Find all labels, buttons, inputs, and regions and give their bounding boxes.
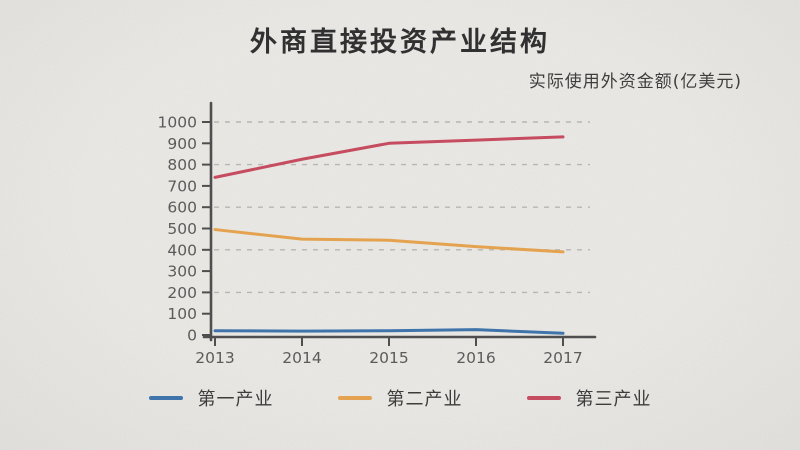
legend-item: 第一产业 — [148, 385, 274, 411]
y-tick-label: 600 — [167, 199, 197, 217]
x-tick-label: 2015 — [369, 349, 408, 367]
y-tick-label: 700 — [167, 177, 197, 195]
legend-label: 第三产业 — [575, 389, 652, 410]
legend-swatch — [148, 396, 183, 400]
x-tick-label: 2014 — [282, 349, 321, 367]
legend-item: 第二产业 — [337, 385, 463, 411]
x-tick-label: 2016 — [456, 349, 495, 367]
series-line-2 — [213, 228, 565, 254]
y-tick-label: 800 — [167, 156, 197, 174]
y-tick-label: 500 — [167, 220, 197, 238]
legend-swatch — [337, 396, 372, 400]
x-tick-label: 2017 — [543, 349, 582, 367]
y-tick-label: 1000 — [158, 114, 197, 132]
y-tick-label: 300 — [167, 263, 197, 281]
x-tick-label: 2013 — [195, 349, 234, 367]
series-line-3 — [213, 135, 565, 179]
y-tick-label: 0 — [187, 327, 197, 345]
legend-swatch — [526, 396, 561, 400]
y-tick-label: 100 — [167, 305, 197, 323]
y-tick-label: 200 — [167, 284, 197, 302]
series-line-1 — [213, 328, 565, 335]
legend-label: 第二产业 — [386, 389, 463, 410]
y-tick-label: 400 — [167, 241, 197, 259]
y-tick-label: 900 — [167, 135, 197, 153]
legend-label: 第一产业 — [197, 389, 274, 410]
chart-legend: 第一产业 第二产业 第三产业 — [0, 385, 800, 411]
legend-item: 第三产业 — [526, 385, 652, 411]
